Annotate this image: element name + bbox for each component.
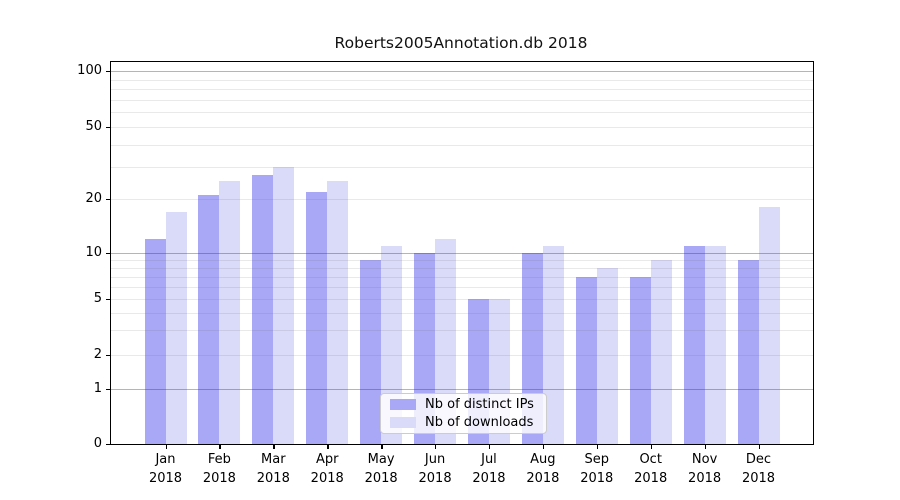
y-axis-tick: [106, 253, 110, 255]
legend-label-downloads: Nb of downloads: [425, 415, 534, 430]
x-axis-tick: [758, 445, 760, 449]
y-axis-tick: [106, 355, 110, 357]
x-axis-tick: [596, 445, 599, 449]
minor-gridline: [111, 299, 813, 300]
minor-gridline: [111, 89, 813, 91]
x-axis-tick: [488, 445, 491, 449]
x-axis-tick: [650, 445, 653, 449]
y-tick-label: 1: [93, 381, 102, 396]
x-tick-label: Feb 2018: [202, 452, 236, 486]
x-axis-tick: [273, 445, 275, 449]
bar-ips-nov: [683, 245, 705, 444]
x-tick-label: Oct 2018: [634, 452, 668, 486]
bar-ips-feb: [198, 195, 220, 444]
legend-swatch-downloads: [390, 417, 416, 428]
chart-title: Roberts2005Annotation.db 2018: [334, 34, 588, 52]
bar-downloads-nov: [704, 245, 726, 444]
minor-gridline: [111, 267, 813, 269]
x-axis-tick: [381, 445, 383, 449]
y-axis-tick: [106, 71, 110, 73]
minor-gridline: [111, 199, 813, 200]
x-tick-label: Jan 2018: [148, 452, 183, 486]
minor-gridline: [111, 330, 813, 332]
major-gridline: [111, 71, 813, 72]
x-axis-tick: [435, 445, 437, 449]
y-tick-label: 0: [93, 436, 102, 451]
bar-downloads-mar: [273, 167, 295, 444]
x-axis-tick: [542, 445, 545, 449]
plot-area: 0 1 2 5 10 20 50 100 Jan 2018 Feb 2018 Mar 2018 Apr 201…: [77, 61, 814, 486]
minor-gridline: [111, 276, 813, 278]
y-tick-label: 5: [93, 291, 102, 306]
legend-row-downloads: Nb of downloads: [381, 414, 546, 432]
minor-gridline: [111, 355, 813, 356]
x-tick-label: Apr 2018: [310, 452, 344, 486]
bar-ips-may: [360, 259, 382, 444]
x-axis-tick: [219, 445, 221, 449]
bar-ips-jan: [144, 238, 166, 444]
y-axis-tick: [106, 299, 110, 301]
major-gridline: [111, 253, 813, 254]
legend-label-distinct-ips: Nb of distinct IPs: [425, 397, 534, 412]
bar-downloads-oct: [650, 259, 672, 444]
minor-gridline: [111, 112, 813, 114]
x-axis-tick: [704, 445, 706, 449]
bar-ips-oct: [629, 276, 651, 444]
major-gridline: [111, 389, 813, 390]
minor-gridline: [111, 286, 813, 288]
x-tick-label: Jun 2018: [418, 452, 452, 486]
minor-gridline: [111, 99, 813, 101]
y-axis-tick: [106, 127, 110, 129]
minor-gridline: [111, 79, 813, 81]
bar-ips-mar: [252, 175, 274, 444]
y-axis-tick: [106, 444, 110, 446]
x-tick-label: Nov 2018: [688, 452, 722, 486]
minor-gridline: [111, 127, 813, 128]
bar-ips-sep: [575, 276, 597, 444]
bar-downloads-jun: [435, 238, 457, 444]
y-axis-tick: [106, 389, 110, 391]
y-tick-label: 20: [85, 191, 102, 206]
bar-downloads-apr: [327, 181, 349, 444]
minor-gridline: [111, 167, 813, 169]
legend-row-distinct-ips: Nb of distinct IPs: [381, 396, 546, 414]
minor-gridline: [111, 259, 813, 261]
y-tick-label: 10: [85, 245, 102, 260]
y-tick-label: 50: [85, 119, 102, 134]
x-tick-label: Dec 2018: [741, 452, 776, 486]
bar-ips-dec: [737, 259, 759, 444]
bar-ips-apr: [306, 191, 328, 444]
x-tick-label: Aug 2018: [526, 452, 560, 486]
legend-swatch-distinct-ips: [390, 399, 416, 410]
bar-downloads-jan: [165, 211, 187, 444]
bar-downloads-dec: [758, 207, 780, 444]
y-axis-tick: [106, 199, 110, 201]
x-axis-tick: [165, 445, 167, 449]
x-tick-label: Jul 2018: [472, 452, 506, 486]
minor-gridline: [111, 312, 813, 314]
y-tick-label: 100: [77, 63, 102, 78]
bar-downloads-sep: [596, 267, 618, 444]
minor-gridline: [111, 144, 813, 146]
legend: Nb of distinct IPs Nb of downloads: [380, 393, 547, 434]
x-tick-label: Sep 2018: [580, 452, 614, 486]
x-tick-label: May 2018: [364, 452, 398, 486]
bar-downloads-aug: [542, 245, 564, 444]
bar-downloads-feb: [219, 181, 241, 444]
y-tick-label: 2: [93, 347, 102, 362]
x-tick-label: Mar 2018: [256, 452, 290, 486]
x-axis-tick: [327, 445, 329, 449]
